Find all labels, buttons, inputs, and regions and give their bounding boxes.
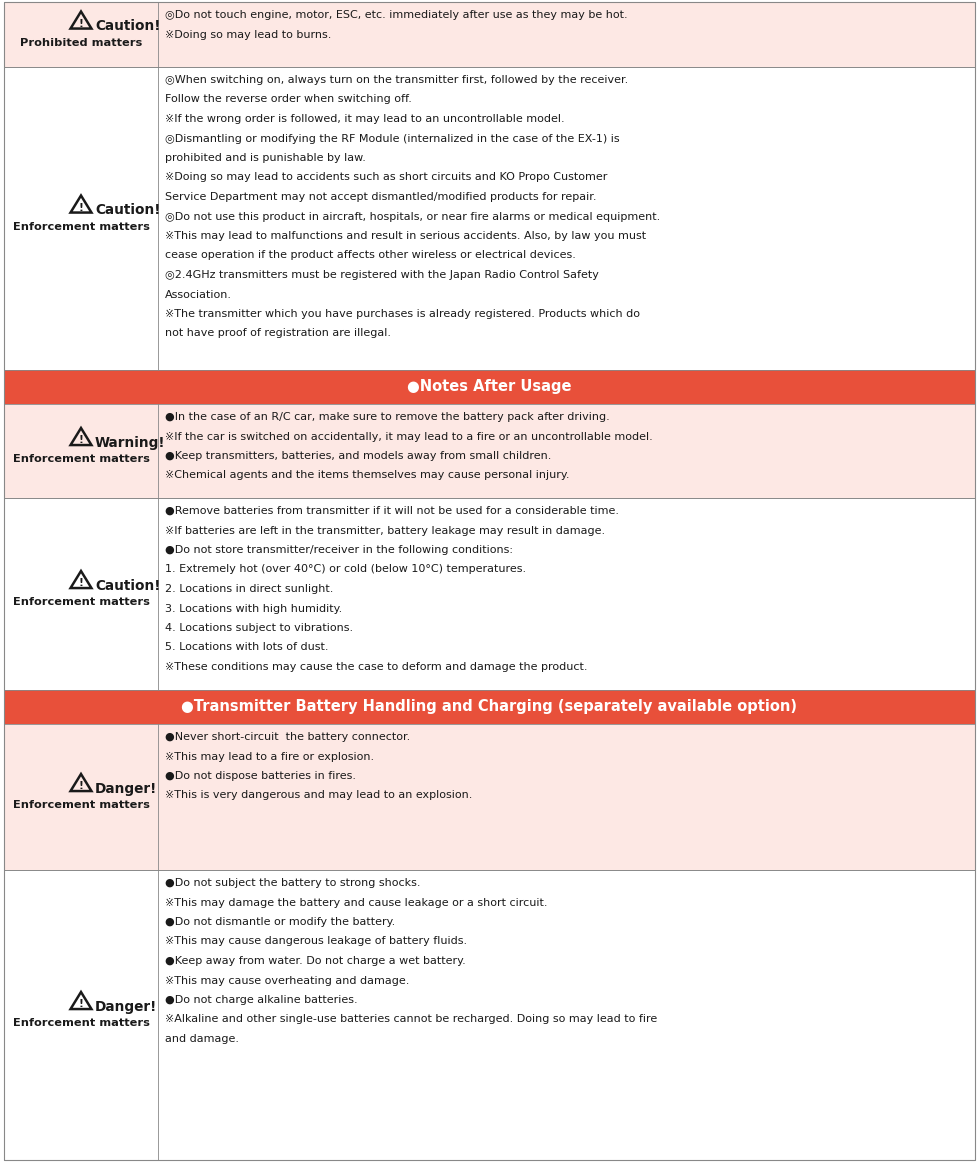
Text: Danger!: Danger! <box>95 782 157 796</box>
Text: Service Department may not accept dismantled/modified products for repair.: Service Department may not accept disman… <box>165 192 596 202</box>
Text: Follow the reverse order when switching off.: Follow the reverse order when switching … <box>165 94 412 105</box>
Text: Caution!: Caution! <box>95 579 160 593</box>
Text: !: ! <box>78 19 83 29</box>
Text: !: ! <box>78 202 83 213</box>
Text: ※This may damage the battery and cause leakage or a short circuit.: ※This may damage the battery and cause l… <box>165 897 547 908</box>
FancyBboxPatch shape <box>4 724 974 870</box>
Text: 3. Locations with high humidity.: 3. Locations with high humidity. <box>165 603 342 614</box>
FancyBboxPatch shape <box>4 2 974 67</box>
Text: Danger!: Danger! <box>95 1000 157 1014</box>
Text: ※This may cause dangerous leakage of battery fluids.: ※This may cause dangerous leakage of bat… <box>165 937 467 947</box>
Text: 1. Extremely hot (over 40°C) or cold (below 10°C) temperatures.: 1. Extremely hot (over 40°C) or cold (be… <box>165 565 525 574</box>
Text: ●Do not dispose batteries in fires.: ●Do not dispose batteries in fires. <box>165 772 356 781</box>
Text: Enforcement matters: Enforcement matters <box>13 222 150 231</box>
Text: ●Do not store transmitter/receiver in the following conditions:: ●Do not store transmitter/receiver in th… <box>165 545 512 555</box>
Text: ※Chemical agents and the items themselves may cause personal injury.: ※Chemical agents and the items themselve… <box>165 471 569 481</box>
Text: ※This may lead to malfunctions and result in serious accidents. Also, by law you: ※This may lead to malfunctions and resul… <box>165 231 645 241</box>
FancyBboxPatch shape <box>4 67 974 370</box>
Text: Warning!: Warning! <box>95 436 165 450</box>
Text: ●In the case of an R/C car, make sure to remove the battery pack after driving.: ●In the case of an R/C car, make sure to… <box>165 413 609 422</box>
Text: ●Do not dismantle or modify the battery.: ●Do not dismantle or modify the battery. <box>165 917 395 927</box>
Text: cease operation if the product affects other wireless or electrical devices.: cease operation if the product affects o… <box>165 251 575 260</box>
Text: ※If the wrong order is followed, it may lead to an uncontrollable model.: ※If the wrong order is followed, it may … <box>165 114 564 124</box>
Text: prohibited and is punishable by law.: prohibited and is punishable by law. <box>165 153 366 163</box>
FancyBboxPatch shape <box>4 690 974 724</box>
Text: and damage.: and damage. <box>165 1034 239 1043</box>
Text: ◎Dismantling or modifying the RF Module (internalized in the case of the EX-1) i: ◎Dismantling or modifying the RF Module … <box>165 134 619 143</box>
Text: ※Alkaline and other single-use batteries cannot be recharged. Doing so may lead : ※Alkaline and other single-use batteries… <box>165 1014 656 1025</box>
Text: ●Remove batteries from transmitter if it will not be used for a considerable tim: ●Remove batteries from transmitter if it… <box>165 505 618 516</box>
Text: Enforcement matters: Enforcement matters <box>13 597 150 607</box>
Text: ●Notes After Usage: ●Notes After Usage <box>407 380 571 395</box>
Text: ※These conditions may cause the case to deform and damage the product.: ※These conditions may cause the case to … <box>165 662 587 672</box>
Text: ※This is very dangerous and may lead to an explosion.: ※This is very dangerous and may lead to … <box>165 790 472 801</box>
Text: ◎When switching on, always turn on the transmitter first, followed by the receiv: ◎When switching on, always turn on the t… <box>165 76 628 85</box>
Text: !: ! <box>78 435 83 445</box>
Text: Caution!: Caution! <box>95 203 160 217</box>
FancyBboxPatch shape <box>4 870 974 1160</box>
Text: ※The transmitter which you have purchases is already registered. Products which : ※The transmitter which you have purchase… <box>165 309 640 320</box>
Text: Prohibited matters: Prohibited matters <box>20 37 142 48</box>
Text: Enforcement matters: Enforcement matters <box>13 1018 150 1028</box>
Text: ※This may cause overheating and damage.: ※This may cause overheating and damage. <box>165 976 409 985</box>
Text: 5. Locations with lots of dust.: 5. Locations with lots of dust. <box>165 643 329 653</box>
Text: Enforcement matters: Enforcement matters <box>13 799 150 810</box>
Text: Caution!: Caution! <box>95 20 160 34</box>
Text: !: ! <box>78 781 83 791</box>
Text: 2. Locations in direct sunlight.: 2. Locations in direct sunlight. <box>165 584 333 594</box>
Text: Enforcement matters: Enforcement matters <box>13 454 150 464</box>
Text: !: ! <box>78 999 83 1009</box>
Text: ●Keep transmitters, batteries, and models away from small children.: ●Keep transmitters, batteries, and model… <box>165 451 551 461</box>
FancyBboxPatch shape <box>4 498 974 690</box>
Text: ◎2.4GHz transmitters must be registered with the Japan Radio Control Safety: ◎2.4GHz transmitters must be registered … <box>165 270 599 280</box>
Text: ●Keep away from water. Do not charge a wet battery.: ●Keep away from water. Do not charge a w… <box>165 956 466 966</box>
Text: ●Never short-circuit  the battery connector.: ●Never short-circuit the battery connect… <box>165 732 410 743</box>
Text: ※This may lead to a fire or explosion.: ※This may lead to a fire or explosion. <box>165 752 374 761</box>
FancyBboxPatch shape <box>4 370 974 404</box>
Text: ※If the car is switched on accidentally, it may lead to a fire or an uncontrolla: ※If the car is switched on accidentally,… <box>165 431 652 442</box>
Text: ※If batteries are left in the transmitter, battery leakage may result in damage.: ※If batteries are left in the transmitte… <box>165 525 604 536</box>
Text: 4. Locations subject to vibrations.: 4. Locations subject to vibrations. <box>165 623 353 633</box>
Text: Association.: Association. <box>165 289 232 300</box>
Text: ◎Do not touch engine, motor, ESC, etc. immediately after use as they may be hot.: ◎Do not touch engine, motor, ESC, etc. i… <box>165 10 627 20</box>
Text: ◎Do not use this product in aircraft, hospitals, or near fire alarms or medical : ◎Do not use this product in aircraft, ho… <box>165 211 659 222</box>
Text: ●Transmitter Battery Handling and Charging (separately available option): ●Transmitter Battery Handling and Chargi… <box>181 700 797 715</box>
Text: not have proof of registration are illegal.: not have proof of registration are illeg… <box>165 329 390 338</box>
Text: !: ! <box>78 579 83 588</box>
Text: ※Doing so may lead to burns.: ※Doing so may lead to burns. <box>165 29 331 40</box>
Text: ●Do not subject the battery to strong shocks.: ●Do not subject the battery to strong sh… <box>165 878 421 888</box>
FancyBboxPatch shape <box>4 404 974 498</box>
Text: ※Doing so may lead to accidents such as short circuits and KO Propo Customer: ※Doing so may lead to accidents such as … <box>165 172 606 182</box>
Text: ●Do not charge alkaline batteries.: ●Do not charge alkaline batteries. <box>165 995 357 1005</box>
